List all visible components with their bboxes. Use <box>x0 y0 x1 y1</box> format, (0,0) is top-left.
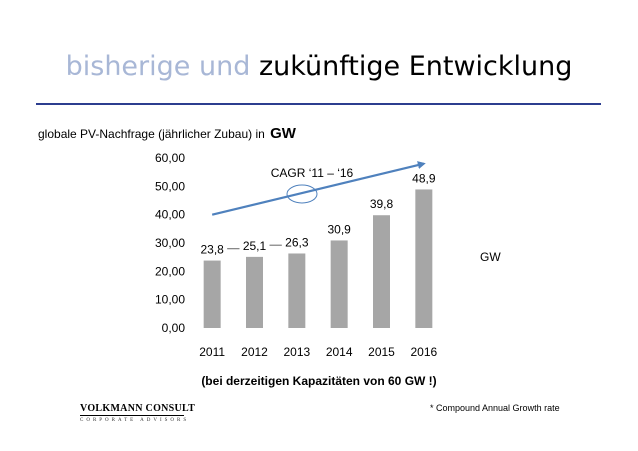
x-tick-label: 2011 <box>199 345 225 359</box>
x-tick-label: 2012 <box>241 345 268 359</box>
bar-2013 <box>288 253 306 328</box>
bar-2015 <box>373 215 390 328</box>
title-divider <box>36 103 601 105</box>
x-axis: 2011 2012 2013 2014 2015 2016 <box>199 345 437 359</box>
cagr-trend-arrow <box>211 161 426 216</box>
x-tick-label: 2015 <box>368 345 395 359</box>
bars <box>203 189 433 328</box>
x-tick-label: 2016 <box>410 345 437 359</box>
logo-brand: VOLKMANN CONSULT <box>80 403 196 414</box>
cagr-label: CAGR ‘11 – ‘16 <box>271 166 354 180</box>
data-label-2014: 30,9 <box>327 222 351 236</box>
x-tick-label: 2013 <box>283 345 310 359</box>
title-main: zukünftige Entwicklung <box>258 51 573 82</box>
logo-line <box>80 415 184 416</box>
bar-2016 <box>415 189 433 328</box>
subtitle-unit: GW <box>270 125 296 142</box>
data-label-2012: 25,1 <box>243 239 267 253</box>
y-tick-label: 40,00 <box>155 208 185 222</box>
data-label-2011: 23,8 <box>200 243 224 257</box>
data-label-2015: 39,8 <box>370 197 394 211</box>
chart-subtitle: globale PV-Nachfrage (jährlicher Zubau) … <box>38 126 296 142</box>
y-tick-label: 0,00 <box>162 321 186 335</box>
footnote: * Compound Annual Growth rate <box>430 403 560 413</box>
y-axis: 0,00 10,00 20,00 30,00 40,00 50,00 60,00 <box>155 151 185 335</box>
logo-tagline: CORPORATE ADVISORS <box>80 418 190 423</box>
data-label-2013: 26,3 <box>285 235 309 249</box>
data-label-2016: 48,9 <box>412 171 436 185</box>
subtitle-text: globale PV-Nachfrage (jährlicher Zubau) … <box>38 127 265 141</box>
y-tick-label: 50,00 <box>155 179 185 193</box>
cagr-highlight-ring <box>286 184 318 204</box>
y-tick-label: 20,00 <box>155 264 185 278</box>
cagr-annotation: CAGR ‘11 – ‘16 <box>211 161 426 216</box>
data-labels: 23,8 25,1 26,3 30,9 39,8 48,9 <box>200 171 435 256</box>
company-logo: VOLKMANN CONSULT CORPORATE ADVISORS <box>80 403 196 423</box>
bar-2011 <box>203 260 221 328</box>
title-muted: bisherige und <box>65 51 251 82</box>
y-tick-label: 30,00 <box>155 236 185 250</box>
capacity-note: (bei derzeitigen Kapazitäten von 60 GW !… <box>201 374 437 388</box>
side-unit-label: GW <box>480 250 501 264</box>
x-tick-label: 2014 <box>326 345 353 359</box>
bar-2012 <box>246 256 263 328</box>
bar-2014 <box>330 240 348 328</box>
y-tick-label: 60,00 <box>155 151 185 165</box>
slide-title: bisherige und zukünftige Entwicklung <box>0 50 638 84</box>
y-tick-label: 10,00 <box>155 293 185 307</box>
